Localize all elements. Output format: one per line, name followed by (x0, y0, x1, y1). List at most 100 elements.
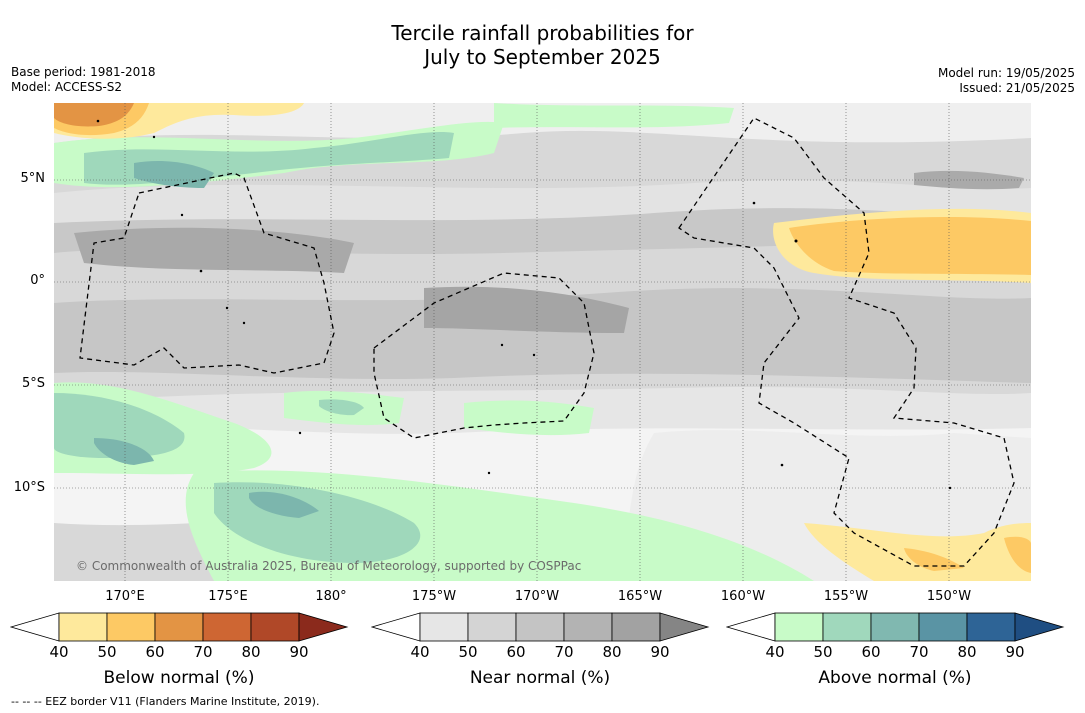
lon-label-150w: 150°W (926, 589, 972, 604)
cbar-tick: 70 (193, 643, 213, 661)
above-normal-region (464, 400, 594, 436)
model-name-text: Model: ACCESS-S2 (11, 80, 123, 94)
cbar-tick: 60 (861, 643, 881, 661)
graticule (54, 103, 1031, 581)
cbar-tick: 90 (1005, 643, 1025, 661)
cbar-tick: 80 (602, 643, 622, 661)
colorbar-segment (58, 612, 108, 642)
colorbar-max-extend (659, 612, 710, 642)
eez-border-line-islands (678, 117, 1015, 567)
lat-label-0: 0° (30, 273, 45, 288)
island (152, 135, 156, 139)
near-normal-band-70 (424, 286, 629, 333)
island (752, 201, 756, 205)
colorbar-segment (154, 612, 204, 642)
model-info: Base period: 1981-2018 Model: ACCESS-S2 (11, 65, 156, 95)
colorbar-segment (106, 612, 156, 642)
colorbar-segment (250, 612, 300, 642)
cbar-tick: 40 (410, 643, 430, 661)
colorbar-title-above: Above normal (%) (818, 668, 972, 688)
island (199, 269, 203, 273)
base-period-text: Base period: 1981-2018 (11, 65, 156, 79)
cbar-tick: 90 (289, 643, 309, 661)
below-normal-region-60 (1004, 536, 1031, 573)
above-normal-region (494, 103, 734, 128)
eez-border-tuvalu-kiribati-west (79, 172, 335, 374)
cbar-tick: 80 (957, 643, 977, 661)
above-normal-region-60 (54, 393, 185, 458)
colorbar-segment (966, 612, 1016, 642)
island (242, 321, 246, 325)
lon-label-155w: 155°W (823, 589, 869, 604)
eez-footnote: -- -- -- EEZ border V11 (Flanders Marine… (11, 695, 320, 708)
below-normal-region-70 (54, 103, 134, 127)
cbar-tick: 50 (97, 643, 117, 661)
colorbar-max-extend (298, 612, 349, 642)
probability-map: © Commonwealth of Australia 2025, Bureau… (54, 103, 1031, 581)
near-normal-band-70 (74, 227, 354, 273)
colorbar-segment (515, 612, 565, 642)
cbar-tick: 50 (813, 643, 833, 661)
below-normal-region-60 (789, 217, 1031, 275)
island (794, 239, 798, 243)
colorbar-segment (467, 612, 517, 642)
cbar-tick: 90 (650, 643, 670, 661)
colorbar-title-near: Near normal (%) (469, 668, 611, 688)
eez-border-phoenix (373, 272, 595, 439)
colorbar-segment (870, 612, 920, 642)
above-normal-region-70 (249, 491, 319, 518)
island-markers (96, 119, 952, 490)
island (948, 486, 952, 490)
cbar-tick: 60 (506, 643, 526, 661)
cbar-tick: 60 (145, 643, 165, 661)
lat-label-5s: 5°S (21, 376, 45, 391)
colorbar-segment (918, 612, 968, 642)
eez-borders (79, 117, 1015, 567)
cbar-tick: 50 (458, 643, 478, 661)
cbar-tick: 70 (554, 643, 574, 661)
island (96, 119, 100, 123)
lon-label-165w: 165°W (617, 589, 663, 604)
colorbar-segment (419, 612, 469, 642)
lat-label-10s: 10°S (13, 480, 45, 495)
colorbar-near-normal (371, 612, 710, 642)
colorbar-above-normal (726, 612, 1065, 642)
title-line-1: Tercile rainfall probabilities for (391, 21, 694, 45)
lon-label-170w: 170°W (514, 589, 560, 604)
model-run-text: Model run: 19/05/2025 (937, 66, 1075, 80)
island (487, 471, 491, 475)
colorbar-segment (774, 612, 824, 642)
lat-label-5n: 5°N (20, 171, 46, 186)
above-normal-region-60 (319, 399, 364, 416)
island (298, 431, 302, 435)
cbar-tick: 40 (765, 643, 785, 661)
lon-label-175e: 175°E (208, 589, 248, 604)
copyright-text: © Commonwealth of Australia 2025, Bureau… (76, 559, 581, 573)
colorbar-segment (563, 612, 613, 642)
colorbar-segment (822, 612, 872, 642)
colorbar-title-below: Below normal (%) (103, 668, 255, 688)
run-info: Model run: 19/05/2025 Issued: 21/05/2025 (938, 66, 1075, 96)
colorbar-segment (611, 612, 661, 642)
colorbar-min-extend (726, 612, 776, 642)
cbar-tick: 80 (241, 643, 261, 661)
colorbar-below-normal (10, 612, 349, 642)
above-normal-region-70 (94, 438, 154, 465)
colorbar-max-extend (1014, 612, 1065, 642)
colorbar-segment (202, 612, 252, 642)
map-title: Tercile rainfall probabilities for July … (0, 21, 1085, 69)
island (500, 343, 504, 347)
cbar-tick: 70 (909, 643, 929, 661)
cbar-tick: 40 (49, 643, 69, 661)
lon-label-160w: 160°W (720, 589, 766, 604)
island (225, 306, 229, 310)
colorbar-min-extend (10, 612, 60, 642)
island (532, 353, 536, 357)
near-normal-band-60 (54, 288, 1031, 383)
island (780, 463, 784, 467)
island (180, 213, 184, 217)
lon-label-170e: 170°E (105, 589, 145, 604)
lon-label-175w: 175°W (411, 589, 457, 604)
lon-label-180: 180° (315, 589, 347, 604)
issued-text: Issued: 21/05/2025 (959, 81, 1075, 95)
